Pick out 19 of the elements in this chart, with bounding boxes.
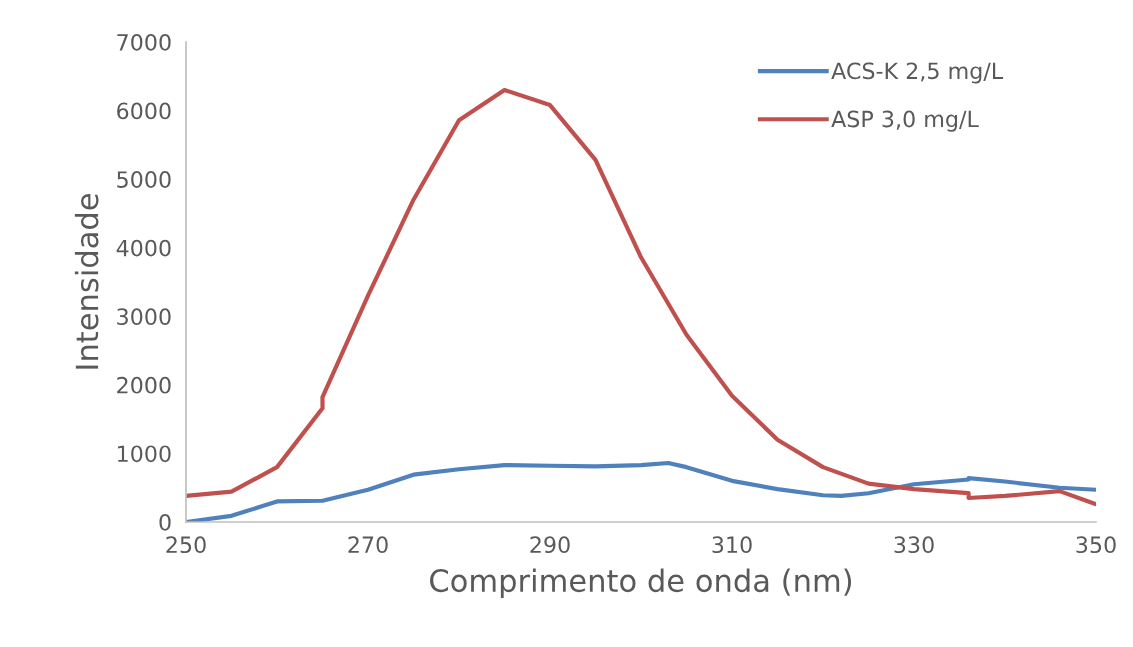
- legend-label: ASP 3,0 mg/L: [831, 110, 979, 132]
- y-tick-label: 4000: [116, 239, 171, 257]
- y-tick-label: 7000: [117, 33, 171, 51]
- y-tick-label: 0: [159, 513, 171, 531]
- x-tick-label: 350: [1076, 536, 1116, 554]
- legend-label: ACS-K 2,5 mg/L: [831, 62, 1004, 84]
- y-tick-label: 2000: [117, 376, 171, 394]
- x-tick-label: 310: [712, 536, 752, 554]
- x-tick-label: 330: [894, 536, 934, 554]
- x-tick-label: 290: [530, 536, 570, 554]
- x-tick-label: 250: [166, 536, 206, 554]
- y-tick-label: 6000: [117, 102, 171, 120]
- y-tick-label: 1000: [118, 445, 171, 463]
- y-tick-label: 5000: [117, 171, 171, 188]
- x-tick-label: 270: [348, 536, 388, 554]
- line-series: [186, 87, 1096, 507]
- y-axis-title: Intensidade: [74, 194, 99, 369]
- x-axis-title: Comprimento de onda (nm): [430, 568, 852, 599]
- y-tick-label: 3000: [117, 308, 171, 326]
